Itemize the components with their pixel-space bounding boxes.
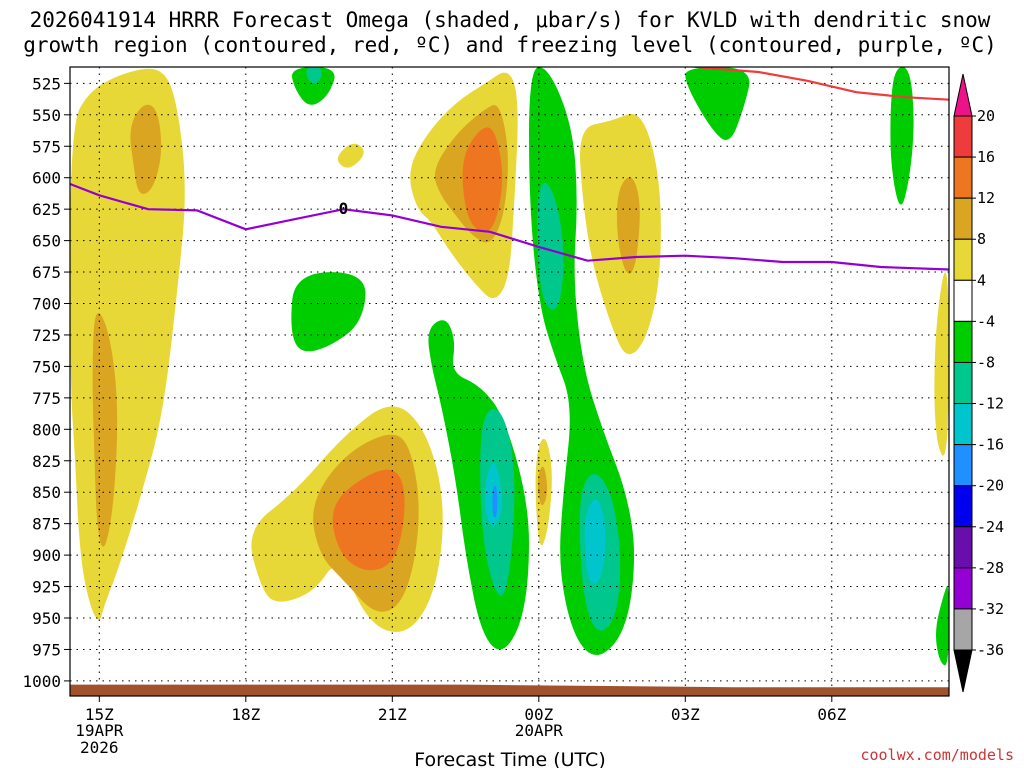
y-tick-525: 525	[32, 74, 61, 93]
colorbar-swatch-7	[953, 361, 973, 405]
omega-shading	[70, 67, 949, 666]
y-tick-1000: 1000	[22, 672, 61, 691]
colorbar-label-12: 12	[977, 189, 995, 207]
y-tick-675: 675	[32, 263, 61, 282]
x-tick-00Z: 00Z	[524, 705, 553, 724]
y-tick-775: 775	[32, 389, 61, 408]
omega-region-14	[934, 272, 949, 456]
omega-region-11	[616, 177, 640, 274]
colorbar-label--16: -16	[977, 436, 1004, 454]
y-axis: 525 550 575 600 625 650 675 700 725 750 775 800 825 8…	[22, 74, 70, 691]
credit-link[interactable]: coolwx.com/models	[860, 746, 1014, 764]
y-tick-950: 950	[32, 609, 61, 628]
grid	[70, 67, 949, 696]
y-tick-800: 800	[32, 420, 61, 439]
colorbar-swatch-11	[953, 526, 973, 569]
colorbar: 20 16 12 8 4 -4 -8 -12 -16 -20 -24 -28 -32 -36	[953, 73, 1004, 693]
colorbar-label--4: -4	[977, 312, 995, 330]
omega-region-25	[584, 499, 606, 584]
omega-region-27	[890, 67, 914, 205]
colorbar-label--8: -8	[977, 353, 995, 371]
chart-title-line-1: 2026041914 HRRR Forecast Omega (shaded, …	[30, 8, 991, 32]
omega-region-3	[337, 143, 364, 168]
colorbar-label--12: -12	[977, 395, 1004, 413]
colorbar-swatch-13	[953, 608, 973, 651]
y-tick-975: 975	[32, 640, 61, 659]
colorbar-label-4: 4	[977, 271, 986, 289]
ground-surface	[70, 684, 949, 696]
omega-region-16	[306, 67, 322, 84]
colorbar-swatch-3	[953, 197, 973, 240]
x-date-00Z: 20APR	[515, 721, 564, 740]
y-tick-550: 550	[32, 106, 61, 125]
x-tick-21Z: 21Z	[378, 705, 407, 724]
y-tick-600: 600	[32, 169, 61, 188]
y-tick-925: 925	[32, 578, 61, 597]
colorbar-swatch-9	[953, 444, 973, 487]
omega-region-26	[685, 67, 750, 140]
colorbar-arrow-bottom	[953, 649, 973, 693]
x-year-15Z: 2026	[80, 738, 119, 757]
colorbar-label--20: -20	[977, 477, 1004, 495]
omega-region-1	[130, 104, 162, 194]
colorbar-arrow-top	[953, 73, 973, 117]
colorbar-label-16: 16	[977, 148, 995, 166]
plot-area: 0	[70, 67, 949, 696]
plot-frame	[69, 66, 950, 697]
x-tick-18Z: 18Z	[231, 705, 260, 724]
omega-region-13	[537, 466, 548, 506]
freezing-level-line	[70, 182, 949, 271]
omega-region-2	[92, 312, 118, 547]
omega-region-17	[291, 272, 366, 352]
y-tick-875: 875	[32, 515, 61, 534]
y-tick-625: 625	[32, 200, 61, 219]
omega-region-6	[462, 127, 503, 232]
colorbar-swatch-4	[953, 238, 973, 281]
y-tick-725: 725	[32, 326, 61, 345]
colorbar-label--28: -28	[977, 559, 1004, 577]
x-tick-06Z: 06Z	[817, 705, 846, 724]
y-tick-575: 575	[32, 137, 61, 156]
y-tick-700: 700	[32, 295, 61, 314]
colorbar-swatch-6	[953, 320, 973, 363]
x-date-15Z: 19APR	[75, 721, 124, 740]
colorbar-label-8: 8	[977, 230, 986, 248]
colorbar-label--36: -36	[977, 641, 1004, 659]
colorbar-swatch-8	[953, 403, 973, 446]
y-tick-850: 850	[32, 483, 61, 502]
dendritic-growth-contour	[686, 67, 949, 101]
colorbar-label--32: -32	[977, 600, 1004, 618]
x-axis-label: Forecast Time (UTC)	[414, 749, 605, 768]
x-tick-03Z: 03Z	[671, 705, 700, 724]
y-tick-750: 750	[32, 357, 61, 376]
omega-region-9	[332, 469, 405, 571]
x-tick-15Z: 15Z	[85, 705, 114, 724]
omega-region-15	[291, 67, 335, 105]
omega-region-21	[492, 485, 498, 518]
colorbar-swatch-10	[953, 485, 973, 528]
omega-region-23	[537, 182, 564, 310]
colorbar-swatch-1	[953, 115, 973, 158]
omega-region-28	[936, 585, 949, 666]
y-tick-825: 825	[32, 452, 61, 471]
y-tick-650: 650	[32, 232, 61, 251]
chart-title-line-2: growth region (contoured, red, ºC) and f…	[23, 33, 997, 57]
y-tick-900: 900	[32, 546, 61, 565]
colorbar-label--24: -24	[977, 518, 1004, 536]
colorbar-swatch-5	[953, 279, 973, 322]
colorbar-swatch-12	[953, 567, 973, 610]
colorbar-label-20: 20	[977, 107, 995, 125]
freezing-level-label: 0	[339, 199, 349, 218]
colorbar-swatch-2	[953, 156, 973, 199]
